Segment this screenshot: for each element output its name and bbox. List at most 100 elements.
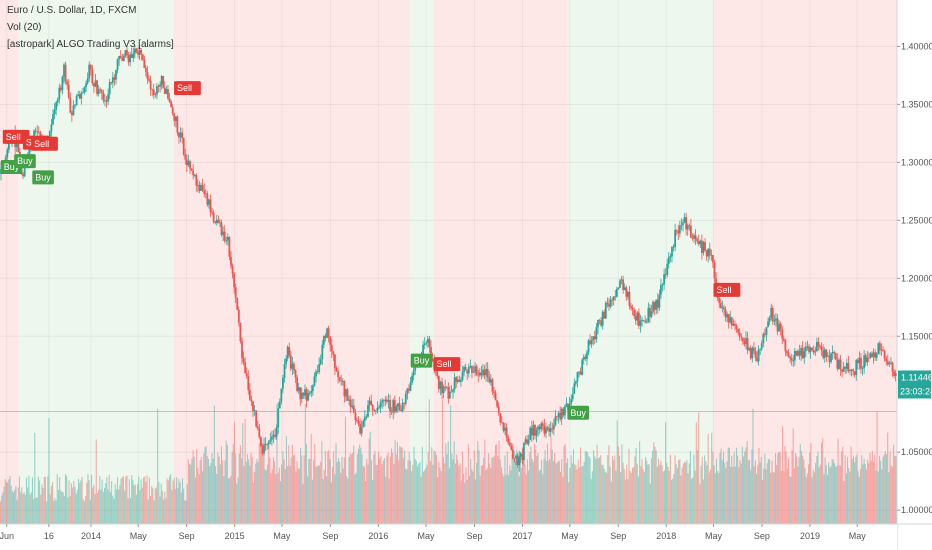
volume-bar — [210, 463, 212, 524]
candle-body — [174, 116, 177, 121]
candle-body — [330, 345, 333, 352]
candle-body — [650, 311, 653, 317]
trend-zone-bearish — [174, 0, 410, 524]
volume-bar — [127, 498, 129, 524]
candle-body — [152, 89, 155, 96]
time-tick-label: Sep — [322, 531, 338, 541]
volume-bar — [340, 473, 342, 524]
candle-body — [863, 355, 866, 369]
candle-body — [315, 371, 317, 377]
candle-body — [411, 375, 413, 383]
candle-body — [615, 289, 618, 297]
volume-bar — [222, 460, 224, 524]
candle-body — [825, 349, 828, 357]
volume-bar — [33, 499, 35, 524]
candle-body — [241, 341, 243, 359]
signal-buy-label: Buy — [35, 172, 51, 182]
candle-body — [143, 59, 146, 69]
volume-bar — [682, 463, 684, 524]
volume-bar — [291, 444, 293, 524]
volume-bar — [385, 476, 387, 524]
volume-bar — [66, 476, 68, 524]
volume-bar — [22, 493, 24, 524]
candle-body — [472, 371, 475, 373]
candle-body — [527, 439, 530, 444]
volume-bar — [484, 439, 486, 524]
candle-body — [712, 255, 714, 263]
volume-bar — [429, 461, 432, 524]
volume-bar — [269, 457, 271, 524]
volume-bar — [322, 479, 324, 524]
candle-body — [872, 352, 875, 357]
volume-bar — [233, 421, 235, 524]
candle-body — [645, 321, 648, 323]
volume-bar — [584, 451, 586, 524]
volume-bar — [800, 451, 803, 524]
volume-bar — [359, 444, 361, 524]
volume-bar — [627, 478, 629, 524]
volume-bar — [565, 462, 567, 524]
volume-bar — [349, 452, 351, 524]
candle-body — [89, 64, 92, 70]
volume-bar — [461, 451, 463, 524]
volume-bar — [559, 471, 562, 524]
volume-bar — [704, 455, 706, 524]
volume-bar — [434, 451, 436, 524]
volume-bar — [845, 473, 847, 524]
volume-bar — [885, 454, 888, 524]
volume-bar — [850, 446, 852, 524]
volume-bar — [792, 428, 794, 524]
candle-body — [226, 236, 229, 241]
volume-bar — [102, 491, 104, 524]
candle-body — [559, 412, 562, 420]
candle-body — [297, 387, 300, 391]
volume-bar — [163, 499, 165, 524]
volume-bar — [23, 492, 25, 524]
volume-bars — [0, 399, 897, 524]
candle-body — [513, 458, 516, 459]
volume-bar — [132, 480, 134, 524]
volume-bar — [530, 446, 532, 524]
candle-body — [582, 356, 585, 360]
candle-body — [593, 336, 596, 340]
candle-body — [351, 405, 354, 408]
volume-bar — [857, 471, 859, 524]
candle-body — [551, 428, 554, 430]
candle-body — [581, 359, 584, 375]
candle-body — [278, 401, 281, 409]
volume-bar — [485, 470, 487, 524]
candle-body — [189, 161, 191, 169]
candle-body — [269, 439, 272, 442]
volume-bar — [815, 462, 817, 524]
volume-bar — [544, 450, 546, 524]
volume-bar — [170, 474, 172, 524]
volume-bar — [589, 457, 591, 524]
candle-body — [741, 337, 744, 342]
volume-bar — [378, 451, 380, 524]
candle-body — [831, 351, 834, 354]
volume-bar — [507, 475, 510, 524]
volume-bar — [278, 467, 280, 524]
candle-body — [228, 236, 231, 257]
volume-bar — [695, 422, 697, 524]
candle-body — [693, 235, 695, 239]
volume-bar — [650, 458, 652, 524]
volume-bar — [180, 492, 182, 524]
candle-body — [619, 280, 621, 288]
candle-body — [878, 343, 881, 351]
volume-bar — [301, 455, 303, 524]
volume-bar — [246, 454, 248, 524]
volume-bar — [101, 479, 103, 524]
volume-bar — [243, 465, 245, 524]
candle-body — [208, 199, 210, 205]
volume-bar — [726, 461, 728, 524]
signal-sell: Sell — [31, 136, 58, 151]
volume-bar — [659, 464, 661, 524]
candle-body — [382, 400, 385, 402]
volume-bar — [272, 456, 274, 524]
candle-body — [293, 363, 295, 371]
volume-bar — [685, 462, 687, 524]
volume-bar — [832, 459, 834, 524]
